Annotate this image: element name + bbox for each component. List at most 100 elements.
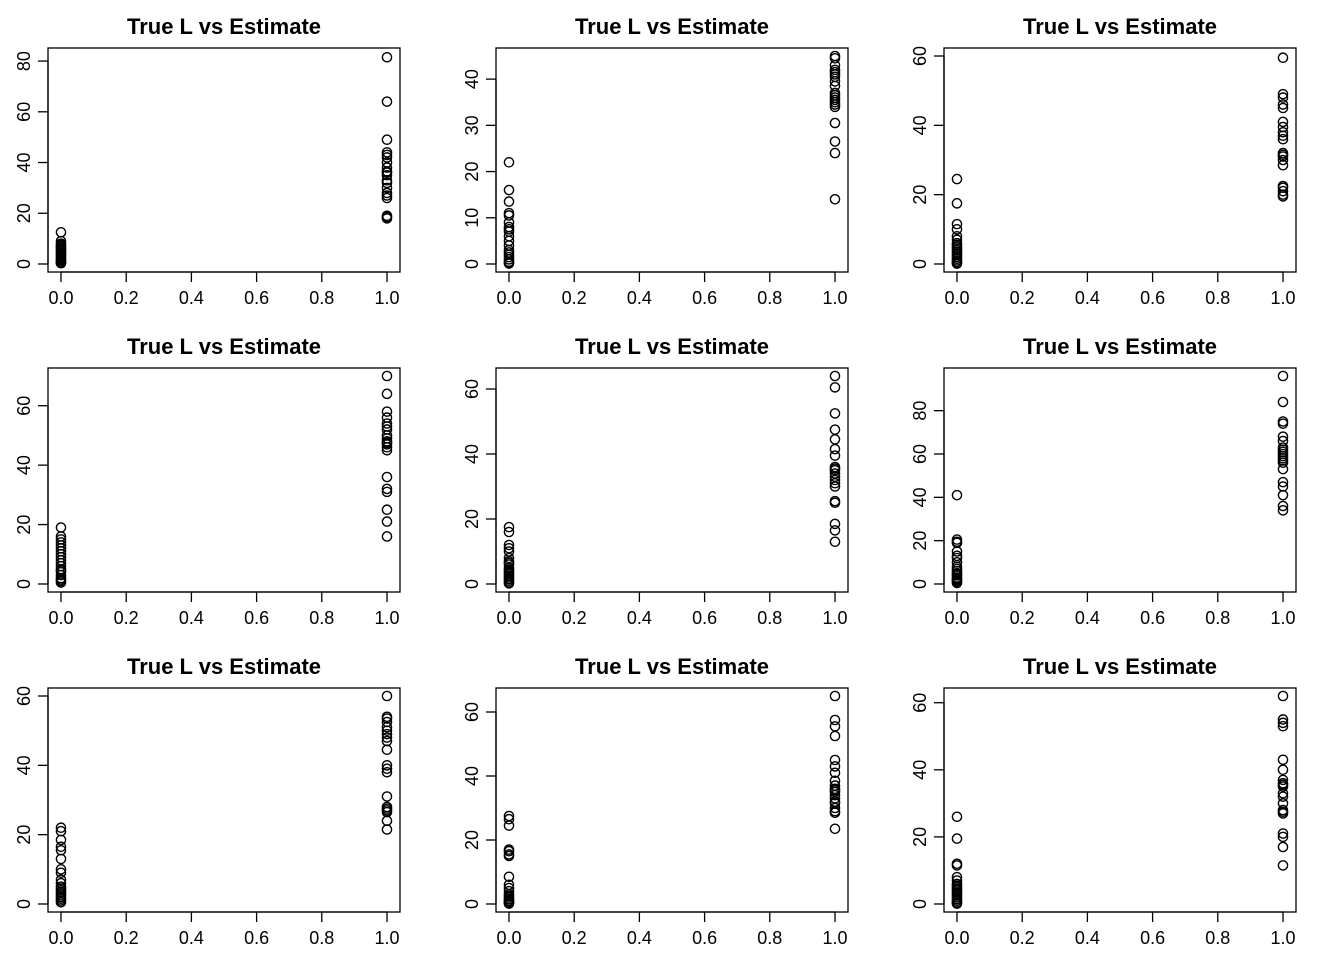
- x-tick-label: 0.2: [562, 928, 587, 948]
- y-tick-label: 80: [14, 51, 34, 71]
- data-point: [829, 101, 841, 113]
- data-point: [381, 732, 393, 743]
- data-point: [55, 864, 67, 875]
- data-point: [503, 578, 515, 589]
- data-point: [503, 258, 515, 269]
- plot-frame: [495, 687, 849, 913]
- data-point: [1277, 185, 1289, 197]
- data-point: [381, 444, 393, 456]
- data-point: [1277, 787, 1289, 799]
- data-point: [503, 845, 515, 857]
- x-tick-label: 0.2: [562, 608, 587, 628]
- data-point: [381, 815, 393, 827]
- subplot-9: True L vs Estimate 0.0 0.2 0.4 0.6 0.8 1.0 0 20 4…: [910, 654, 1297, 948]
- y-tick-label: 40: [14, 755, 34, 775]
- data-point: [381, 406, 393, 417]
- x-tick-label: 1.0: [1270, 288, 1295, 308]
- data-point: [829, 408, 841, 419]
- data-point: [55, 569, 67, 581]
- y-tick-label: 60: [462, 379, 482, 399]
- data-point: [381, 763, 393, 775]
- data-point: [503, 196, 515, 207]
- plot-frame: [495, 367, 849, 593]
- data-point: [381, 471, 393, 483]
- data-point: [829, 463, 841, 474]
- y-tick-label: 60: [910, 444, 930, 464]
- x-tick-label: 0.0: [48, 928, 73, 948]
- data-point: [829, 370, 841, 382]
- data-point: [1277, 457, 1289, 468]
- data-point: [829, 193, 841, 205]
- x-tick-label: 0.4: [1075, 608, 1100, 628]
- x-tick-label: 0.6: [1140, 928, 1165, 948]
- x-tick-label: 1.0: [374, 608, 399, 628]
- data-point: [55, 841, 67, 853]
- data-point: [829, 690, 841, 702]
- data-point: [381, 388, 393, 400]
- data-point: [381, 152, 393, 163]
- y-tick-label: 30: [462, 115, 482, 135]
- y-tick-label: 60: [462, 702, 482, 722]
- data-point: [1277, 463, 1289, 475]
- y-tick-label: 20: [462, 162, 482, 182]
- data-point: [829, 147, 841, 159]
- data-point: [829, 443, 841, 455]
- data-point: [503, 850, 515, 862]
- y-tick-label: 20: [14, 203, 34, 223]
- y-tick-label: 20: [462, 830, 482, 850]
- subplot-title: True L vs Estimate: [1023, 334, 1217, 359]
- x-tick-label: 0.2: [114, 928, 139, 948]
- data-point: [1277, 52, 1289, 64]
- data-point: [381, 162, 393, 173]
- y-tick-label: 20: [910, 827, 930, 847]
- data-point: [829, 481, 841, 492]
- data-point: [1277, 690, 1289, 702]
- x-tick-label: 1.0: [822, 608, 847, 628]
- x-tick-label: 0.0: [944, 288, 969, 308]
- data-point: [503, 898, 515, 909]
- data-point: [381, 421, 393, 432]
- data-point: [829, 89, 841, 101]
- subplot-8: True L vs Estimate 0.0 0.2 0.4 0.6 0.8 1.0 0 20 4…: [462, 654, 849, 948]
- data-point: [951, 860, 963, 871]
- x-tick-label: 1.0: [1270, 608, 1295, 628]
- data-point: [381, 96, 393, 107]
- y-tick-label: 20: [14, 515, 34, 535]
- y-tick-label: 60: [14, 686, 34, 706]
- x-tick-label: 0.8: [309, 928, 334, 948]
- data-point: [503, 521, 515, 533]
- data-point: [381, 370, 393, 382]
- data-point: [381, 134, 393, 146]
- subplot-title: True L vs Estimate: [575, 334, 769, 359]
- data-point: [951, 833, 963, 844]
- data-point: [1277, 754, 1289, 766]
- x-tick-label: 0.6: [244, 928, 269, 948]
- data-point: [829, 474, 841, 486]
- data-point: [951, 489, 963, 501]
- data-point: [55, 896, 67, 908]
- y-tick-label: 60: [910, 693, 930, 713]
- data-point: [1277, 798, 1289, 809]
- y-tick-label: 40: [14, 153, 34, 173]
- data-point: [829, 796, 841, 807]
- data-point: [1277, 431, 1289, 442]
- x-tick-label: 0.2: [1010, 608, 1035, 628]
- data-point: [381, 213, 393, 224]
- data-point: [1277, 791, 1289, 802]
- subplot-title: True L vs Estimate: [127, 334, 321, 359]
- data-point: [55, 853, 67, 865]
- data-point: [503, 157, 515, 168]
- x-tick-label: 0.2: [1010, 928, 1035, 948]
- y-tick-label: 20: [14, 825, 34, 845]
- data-point: [381, 182, 393, 194]
- x-tick-label: 0.0: [496, 288, 521, 308]
- data-point: [829, 823, 841, 835]
- data-point: [55, 226, 67, 238]
- data-point: [829, 789, 841, 801]
- data-point: [1277, 774, 1289, 786]
- subplot-3: True L vs Estimate 0.0 0.2 0.4 0.6 0.8 1.0 0 20 4…: [910, 14, 1297, 308]
- data-point: [503, 184, 515, 196]
- x-tick-label: 0.0: [944, 928, 969, 948]
- data-point: [829, 767, 841, 779]
- data-point: [829, 754, 841, 766]
